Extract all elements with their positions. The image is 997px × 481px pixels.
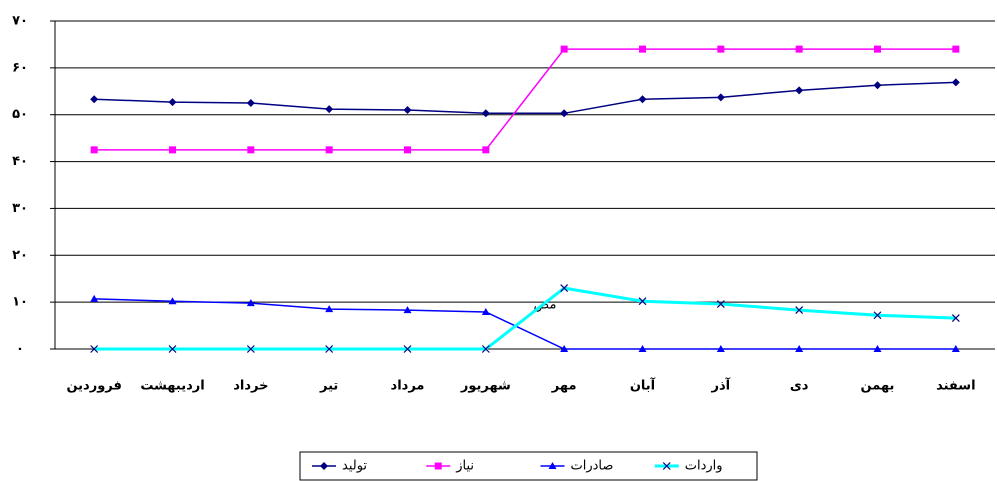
marker <box>639 45 646 53</box>
marker <box>90 95 99 104</box>
marker <box>90 146 98 154</box>
marker <box>952 45 960 53</box>
marker <box>320 462 328 470</box>
marker <box>795 45 803 53</box>
marker <box>951 78 960 87</box>
marker <box>638 95 647 104</box>
marker <box>873 345 882 352</box>
y-tick-label: ۰ <box>16 342 24 357</box>
marker <box>481 109 490 118</box>
marker <box>247 146 255 154</box>
marker <box>325 146 333 154</box>
marker <box>717 45 725 53</box>
marker <box>874 45 881 53</box>
marker <box>795 306 804 315</box>
marker <box>325 305 334 313</box>
x-tick-label: آذر <box>711 377 731 394</box>
x-tick-label: تیر <box>319 379 338 394</box>
y-tick-label: ۲۰ <box>12 248 28 263</box>
marker <box>638 345 647 352</box>
marker <box>168 345 177 353</box>
marker <box>873 81 882 90</box>
x-tick-label: فروردین <box>66 379 121 394</box>
marker <box>482 146 490 154</box>
series-line <box>94 81 956 115</box>
marker <box>560 45 568 53</box>
marker <box>716 300 725 308</box>
x-tick-label: آبان <box>630 377 656 394</box>
marker <box>246 299 255 307</box>
marker <box>404 146 411 154</box>
legend-label: واردات <box>685 459 723 474</box>
marker <box>246 99 255 107</box>
legend-box <box>299 451 758 481</box>
series-line <box>94 48 956 151</box>
y-tick-label: ۶۰ <box>12 60 28 75</box>
marker <box>169 146 176 154</box>
marker <box>90 294 99 302</box>
x-tick-label: اردیبهشت <box>140 379 204 394</box>
marker <box>403 106 412 115</box>
marker <box>716 93 725 102</box>
x-tick-label: دی <box>790 379 809 394</box>
marker <box>560 109 569 118</box>
y-tick-label: ۷۰ <box>12 14 28 29</box>
marker <box>716 345 725 352</box>
marker <box>795 86 804 95</box>
y-tick-label: ۴۰ <box>12 154 28 169</box>
marker <box>951 314 960 322</box>
marker <box>403 306 412 314</box>
series-line <box>94 298 956 350</box>
y-tick-label: ۱۰ <box>12 295 28 310</box>
x-tick-label: شهریور <box>460 379 511 394</box>
marker <box>90 345 99 353</box>
marker <box>560 345 569 352</box>
legend-label: نیاز <box>455 459 474 474</box>
marker <box>548 462 557 469</box>
marker <box>795 345 804 352</box>
marker <box>168 297 177 305</box>
marker <box>638 297 647 306</box>
x-tick-label: مهر <box>551 379 577 394</box>
x-tick-label: خرداد <box>233 379 268 394</box>
marker <box>951 345 960 352</box>
marker <box>325 105 334 114</box>
x-tick-label: بهمن <box>861 379 895 394</box>
legend-label: صادرات <box>571 459 614 474</box>
marker <box>246 345 255 353</box>
marker <box>403 345 412 353</box>
x-tick-label: مرداد <box>391 379 425 394</box>
marker <box>168 98 177 107</box>
marker <box>434 462 442 470</box>
marker <box>325 345 334 353</box>
y-tick-label: ۵۰ <box>12 107 28 122</box>
marker <box>481 307 490 315</box>
marker <box>481 345 490 353</box>
marker <box>560 284 569 293</box>
series-line <box>94 286 956 351</box>
marker <box>873 311 882 320</box>
y-tick-label: ۳۰ <box>12 201 28 216</box>
x-tick-label: اسفند <box>936 379 975 394</box>
marker <box>662 462 671 470</box>
legend-label: تولید <box>342 459 367 474</box>
